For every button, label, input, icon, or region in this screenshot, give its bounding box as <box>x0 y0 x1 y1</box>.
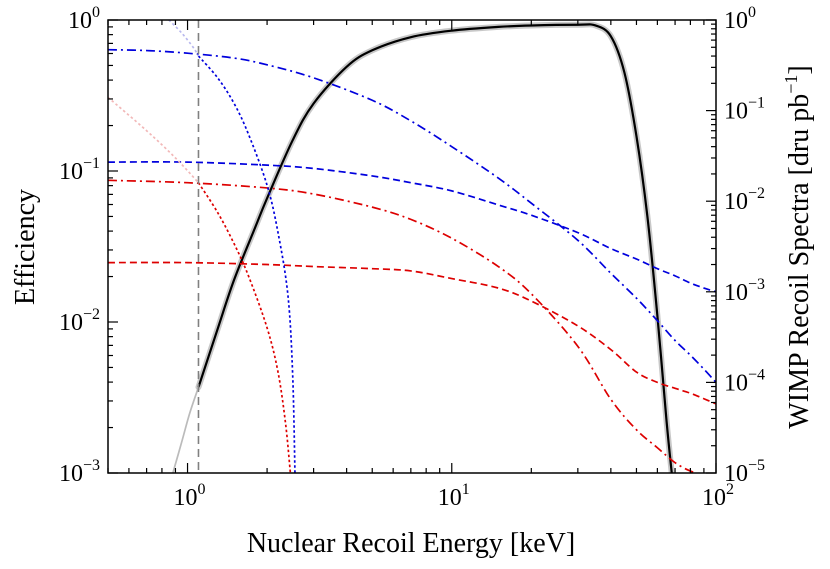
series-blue-dashdot <box>108 48 716 383</box>
right-y-tick-label-exponent: 0 <box>748 4 756 21</box>
ticks-layer <box>107 19 717 474</box>
left-y-tick-label: 10−2 <box>59 306 100 336</box>
right-y-tick-label: 10−1 <box>724 95 765 125</box>
left-y-tick-label-base: 10 <box>68 8 92 34</box>
x-tick-label-base: 10 <box>438 485 462 511</box>
x-tick-label-exponent: 1 <box>462 481 470 498</box>
plot-frame <box>107 19 717 474</box>
series-red-dotted-below-threshold <box>108 96 200 184</box>
right-y-tick-label-base: 10 <box>724 370 748 396</box>
tick-labels-layer: 100 101 10210010−110−210−310010−110−210−31… <box>59 4 765 511</box>
series-blue-dotted <box>197 55 296 473</box>
x-tick-label: 102 <box>702 481 734 511</box>
x-tick-label-exponent: 2 <box>726 481 734 498</box>
left-y-tick-label-exponent: 0 <box>92 4 100 21</box>
series-efficiency <box>197 23 673 473</box>
right-y-tick-label-base: 10 <box>724 189 748 215</box>
left-y-tick-label-exponent: −2 <box>83 306 100 323</box>
right-y-tick-label: 10−5 <box>724 457 765 487</box>
right-y-tick-label-exponent: −1 <box>748 95 765 112</box>
right-y-tick-label: 10−4 <box>724 366 765 396</box>
left-y-tick-label-base: 10 <box>59 461 83 487</box>
x-tick-label-base: 10 <box>174 485 198 511</box>
right-y-tick-label-exponent: −3 <box>748 276 765 293</box>
right-y-tick-label-exponent: −2 <box>748 185 765 202</box>
x-tick-label-base: 10 <box>702 485 726 511</box>
x-tick-label: 101 <box>438 481 470 511</box>
left-y-axis-label: Efficiency <box>10 189 41 305</box>
right-y-tick-label: 10−2 <box>724 185 765 215</box>
left-y-tick-label-base: 10 <box>59 310 83 336</box>
right-y-tick-label-base: 10 <box>724 280 748 306</box>
right-y-axis-label-superscript: −1 <box>781 75 801 94</box>
right-y-tick-label-base: 10 <box>724 99 748 125</box>
right-y-tick-label-base: 10 <box>724 461 748 487</box>
series-efficiency-below-threshold <box>172 386 200 473</box>
x-axis-label: Nuclear Recoil Energy [keV] <box>247 528 575 559</box>
right-y-tick-label-exponent: −5 <box>748 457 765 474</box>
series-layer <box>108 20 716 473</box>
left-y-tick-label: 10−1 <box>59 155 100 185</box>
right-y-axis-label-close: ] <box>784 65 815 74</box>
right-y-tick-label: 10−3 <box>724 276 765 306</box>
series-efficiency-band <box>195 21 675 473</box>
left-y-tick-label: 10−3 <box>59 457 100 487</box>
right-y-axis-label-main: WIMP Recoil Spectra [dru pb <box>784 94 815 429</box>
right-y-axis-label: WIMP Recoil Spectra [dru pb−1] <box>781 65 815 428</box>
x-tick-label: 100 <box>174 481 206 511</box>
left-y-tick-label: 100 <box>68 4 100 34</box>
series-blue-dashed <box>108 161 716 293</box>
right-y-tick-label: 100 <box>724 4 756 34</box>
left-y-tick-label-base: 10 <box>59 159 83 185</box>
right-y-tick-label-exponent: −4 <box>748 366 765 383</box>
left-y-tick-label-exponent: −1 <box>83 155 100 172</box>
right-y-tick-label-base: 10 <box>724 8 748 34</box>
left-y-tick-label-exponent: −3 <box>83 457 100 474</box>
series-red-dashdot <box>108 179 700 473</box>
series-blue-dotted-below-threshold <box>168 20 200 57</box>
x-tick-label-exponent: 0 <box>198 481 206 498</box>
